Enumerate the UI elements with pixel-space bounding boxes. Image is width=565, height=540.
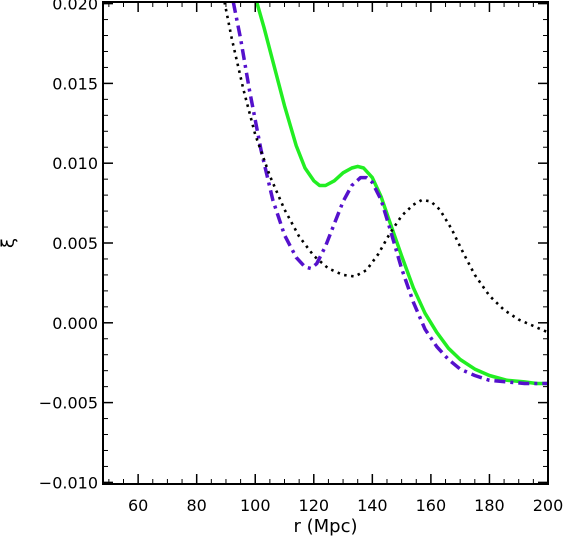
y-tick-label: 0.010	[52, 154, 98, 173]
x-tick-label: 80	[187, 496, 207, 515]
y-tick-label: 0.020	[52, 0, 98, 14]
x-tick-label: 100	[240, 496, 271, 515]
y-axis-label: ξ	[0, 238, 19, 248]
x-tick-label: 140	[357, 496, 388, 515]
series-line-dashdot	[231, 2, 548, 386]
y-tick-label: −0.005	[39, 394, 98, 413]
plot-frame	[102, 1, 549, 485]
series-lines	[223, 2, 548, 386]
y-tick-label: 0.000	[52, 314, 98, 333]
x-tick-label: 200	[533, 496, 564, 515]
x-tick-label: 120	[299, 496, 330, 515]
x-tick-label: 160	[416, 496, 447, 515]
series-line-solid	[254, 2, 548, 386]
x-tick-label: 60	[128, 496, 148, 515]
tick-labels: 60 80 100 120 140 160 180 200 0.020 0.015 0.010 0.0…	[39, 0, 563, 515]
y-tick-label: 0.015	[52, 74, 98, 93]
y-tick-label: −0.010	[39, 473, 98, 492]
x-tick-label: 180	[474, 496, 505, 515]
y-tick-label: 0.005	[52, 234, 98, 253]
x-axis-label: r (Mpc)	[293, 516, 357, 537]
series-line-dotted	[223, 2, 548, 334]
